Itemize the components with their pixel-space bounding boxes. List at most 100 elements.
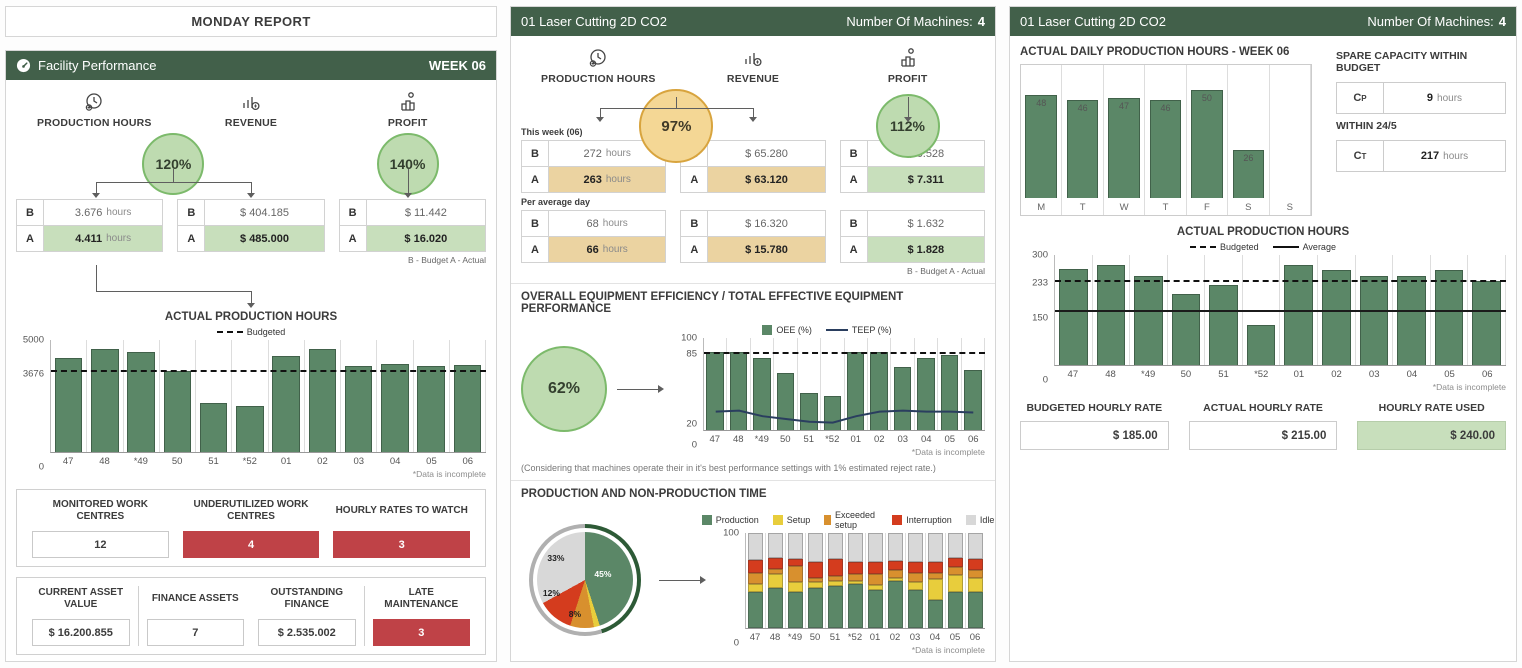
x-tick-label: S <box>1286 202 1293 213</box>
chart-cell <box>774 338 798 430</box>
bar <box>1149 100 1182 198</box>
legend-swatch-box <box>892 515 903 525</box>
row-key-a: A <box>522 237 549 262</box>
value: 3.676 <box>74 206 103 219</box>
row-key-a: A <box>681 237 709 262</box>
value: 66 <box>586 243 599 256</box>
x-tick-label: 01 <box>850 434 862 445</box>
oee-section-title: OVERALL EQUIPMENT EFFICIENCY / TOTAL EFF… <box>521 291 904 315</box>
segment-idle <box>908 533 923 562</box>
segment-interruption <box>908 561 923 573</box>
chart-cell <box>1093 255 1131 365</box>
chart-cell <box>866 533 886 628</box>
kpi-day-revenue: B $ 16.320 A $ 15.780 <box>680 210 826 263</box>
chart-cell <box>51 340 88 452</box>
y-tick-label: 5000 <box>22 334 44 346</box>
bar <box>1096 265 1126 365</box>
row-key-a: A <box>340 226 367 251</box>
bar-value-label: 48 <box>1036 98 1047 108</box>
bar <box>453 364 482 452</box>
oee-chart-wrap: OEE (%) TEEP (%) 0 20 85 100 47 48 *49 50 51 *52 01… <box>669 321 986 457</box>
segment-setup <box>828 581 843 587</box>
budget-value: $ 65.280 <box>708 141 824 166</box>
x-tick-label: 47 <box>749 632 761 643</box>
row-key-a: A <box>522 167 549 192</box>
data-incomplete-note: *Data is incomplete <box>911 447 985 457</box>
y-axis: 0 150 233 300 <box>1020 250 1054 386</box>
y-tick-label: 0 <box>1042 374 1048 386</box>
segment-exceeded-setup <box>908 572 923 583</box>
bar <box>1322 269 1351 365</box>
x-tick-label: 06 <box>969 632 981 643</box>
stacked-chart-wrap: Production Setup Exceeded setup Interruptio… <box>701 506 994 655</box>
legend-item: Interruption <box>892 515 952 525</box>
pie-slice-label: 12% <box>542 587 560 598</box>
gauge-icon <box>16 58 31 73</box>
metric-label: PRODUCTION HOURS <box>37 117 152 129</box>
metric-revenue: REVENUE <box>173 90 330 129</box>
segment-production <box>748 591 763 628</box>
segment-setup <box>788 582 803 592</box>
y-tick-label: 100 <box>681 332 697 344</box>
production-time-pie-chart: 45% 8% 12% 33% <box>521 522 649 640</box>
x-tick-label: 51 <box>1218 369 1229 380</box>
profit-podium-icon <box>396 90 420 114</box>
value: $ 404.185 <box>240 206 289 219</box>
legend-swatch-dashed <box>216 331 243 333</box>
spare-capacity-title: SPARE CAPACITY WITHIN BUDGET <box>1336 50 1468 74</box>
unit: hours <box>605 174 631 185</box>
x-tick-label: *49 <box>1141 369 1156 380</box>
budget-value: $ 16.320 <box>708 211 824 236</box>
legend-label: Exceeded setup <box>834 510 875 530</box>
segment-exceeded-setup <box>808 577 823 583</box>
x-tick-label: 04 <box>920 434 932 445</box>
plot-area <box>703 338 986 431</box>
hourly-rates-to-watch: HOURLY RATES TO WATCH 3 <box>326 498 477 558</box>
info-value-alert: 3 <box>333 531 471 558</box>
x-tick-label: *52 <box>825 434 840 445</box>
segment-production <box>768 588 783 628</box>
y-axis: 0 100 <box>711 528 745 649</box>
laser-cutting-capacity-card: 01 Laser Cutting 2D CO2 Number Of Machin… <box>1009 6 1517 662</box>
legend-label: Idle <box>979 515 995 525</box>
segment-idle <box>868 533 883 562</box>
y-tick-label: 100 <box>723 527 739 539</box>
legend-item: Average <box>1272 242 1336 252</box>
bar <box>1066 100 1099 198</box>
x-tick-label: 50 <box>809 632 821 643</box>
x-tick-label: 06 <box>1481 369 1493 380</box>
segment-setup <box>888 577 903 581</box>
x-tick-label: 01 <box>280 456 292 467</box>
bar <box>163 370 192 452</box>
machine-hours-legend: Budgeted Average <box>1020 242 1506 252</box>
actual-row: A $ 485.000 <box>178 225 324 251</box>
info-value-alert: 4 <box>182 531 320 558</box>
oee-footnote: (Considering that machines operate their… <box>521 463 936 473</box>
segment-production <box>808 588 823 628</box>
metric-production-hours: PRODUCTION HOURS <box>16 90 173 129</box>
machines-count-value: 4 <box>1498 14 1506 29</box>
segment-interruption <box>828 558 843 576</box>
chart-cell <box>232 340 269 452</box>
actual-value: $ 15.780 <box>708 237 825 262</box>
legend-label: Average <box>1302 242 1336 252</box>
value: 9 <box>1426 92 1434 104</box>
info-label: LATE MAINTENANCE <box>384 586 459 611</box>
bar <box>1359 276 1389 365</box>
production-time-stacked-chart: 0 100 47 48 *49 50 51 *52 01 02 03 04 05 06 <box>711 528 985 649</box>
segment-idle <box>808 533 823 562</box>
legend-swatch-box <box>701 515 712 525</box>
this-week-label: This week (06) <box>521 127 583 137</box>
chart-cell: 47 W <box>1104 65 1146 215</box>
ref-line-average <box>1055 310 1506 312</box>
metric-profit: PROFIT <box>329 90 486 129</box>
budget-value: $ 1.632 <box>868 211 984 236</box>
machines-count-value: 4 <box>977 14 985 29</box>
segment-setup <box>948 574 963 592</box>
bar <box>54 357 83 452</box>
rate-value: $ 215.00 <box>1188 421 1338 450</box>
x-tick-label: 06 <box>462 456 474 467</box>
segment-idle <box>768 533 783 558</box>
info-label: MONITORED WORK CENTRES <box>52 498 149 523</box>
